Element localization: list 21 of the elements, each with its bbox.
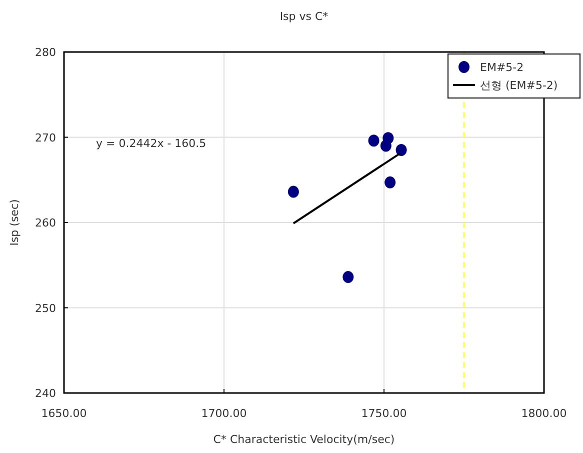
- x-tick-label: 1800.00: [521, 407, 567, 420]
- y-axis-title: Isp (sec): [8, 199, 21, 246]
- y-tick-label: 280: [35, 46, 56, 59]
- point: [288, 186, 299, 198]
- x-tick-label: 1750.00: [361, 407, 407, 420]
- x-tick-label: 1650.00: [41, 407, 87, 420]
- legend-label: EM#5-2: [480, 61, 524, 74]
- point: [396, 144, 407, 156]
- annotation: y = 0.2442x - 160.5: [96, 137, 206, 150]
- x-tick-label: 1700.00: [201, 407, 247, 420]
- point: [384, 176, 396, 188]
- point: [380, 140, 392, 152]
- y-tick-label: 270: [35, 131, 56, 144]
- point: [342, 271, 354, 284]
- y-tick-label: 260: [35, 216, 56, 230]
- chart-title: Isp vs C*: [280, 10, 329, 23]
- y-tick-label: 250: [35, 302, 56, 315]
- point: [368, 134, 380, 147]
- legend-label: 선형 (EM#5-2): [480, 79, 558, 92]
- x-axis-title: C* Characteristic Velocity(m/sec): [213, 433, 395, 446]
- y-tick-label: 240: [35, 387, 56, 400]
